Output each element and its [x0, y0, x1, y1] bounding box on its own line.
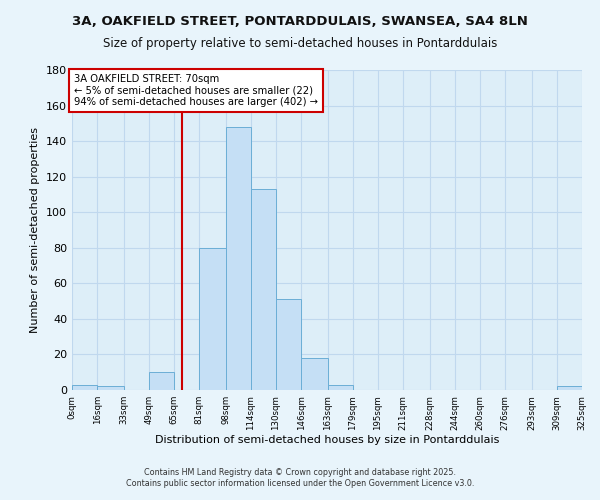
- Bar: [557, 386, 582, 390]
- Bar: [199, 248, 226, 390]
- Text: Contains HM Land Registry data © Crown copyright and database right 2025.
Contai: Contains HM Land Registry data © Crown c…: [126, 468, 474, 487]
- Bar: [149, 372, 174, 390]
- Bar: [251, 189, 276, 390]
- Text: 3A OAKFIELD STREET: 70sqm
← 5% of semi-detached houses are smaller (22)
94% of s: 3A OAKFIELD STREET: 70sqm ← 5% of semi-d…: [74, 74, 317, 107]
- Text: 3A, OAKFIELD STREET, PONTARDDULAIS, SWANSEA, SA4 8LN: 3A, OAKFIELD STREET, PONTARDDULAIS, SWAN…: [72, 15, 528, 28]
- Bar: [301, 358, 328, 390]
- Bar: [226, 127, 251, 390]
- Bar: [97, 386, 124, 390]
- Bar: [72, 384, 97, 390]
- Y-axis label: Number of semi-detached properties: Number of semi-detached properties: [31, 127, 40, 333]
- Text: Size of property relative to semi-detached houses in Pontarddulais: Size of property relative to semi-detach…: [103, 38, 497, 51]
- Bar: [328, 384, 353, 390]
- Bar: [276, 300, 301, 390]
- X-axis label: Distribution of semi-detached houses by size in Pontarddulais: Distribution of semi-detached houses by …: [155, 436, 499, 446]
